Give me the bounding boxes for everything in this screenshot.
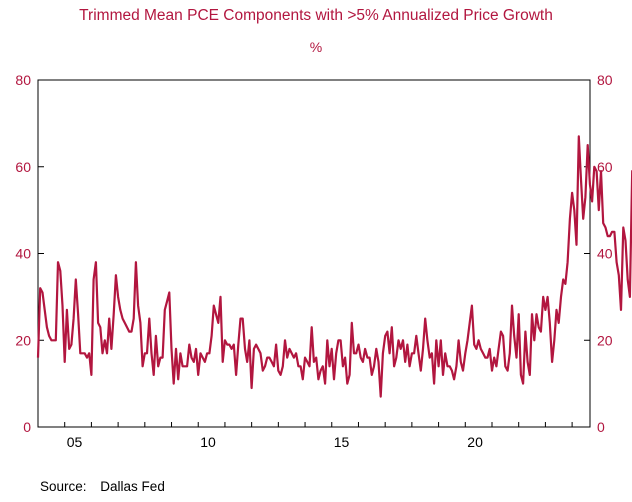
x-tick-label: 05 bbox=[67, 434, 83, 450]
x-tick-label: 10 bbox=[200, 434, 216, 450]
chart-subtitle: % bbox=[309, 39, 323, 55]
y-tick-label-right: 60 bbox=[597, 159, 613, 175]
y-tick-label-left: 0 bbox=[23, 419, 31, 435]
y-tick-label-left: 40 bbox=[15, 246, 31, 262]
line-chart: 0 0 20 20 40 40 60 60 80 80 05 10 15 20 bbox=[15, 72, 632, 450]
y-tick-label-right: 40 bbox=[597, 246, 613, 262]
source-note: Source: Dallas Fed bbox=[40, 479, 165, 494]
chart-title: Trimmed Mean PCE Components with >5% Ann… bbox=[79, 7, 553, 24]
source-value: Dallas Fed bbox=[100, 479, 165, 494]
y-tick-label-right: 20 bbox=[597, 332, 613, 348]
y-tick-label-right: 0 bbox=[597, 419, 605, 435]
y-tick-label-right: 80 bbox=[597, 72, 613, 88]
y-tick-label-left: 20 bbox=[15, 332, 31, 348]
series-line bbox=[36, 135, 632, 398]
plot-frame bbox=[37, 79, 591, 428]
y-tick-label-left: 80 bbox=[15, 72, 31, 88]
x-tick-label: 20 bbox=[467, 434, 483, 450]
x-tick-label: 15 bbox=[334, 434, 350, 450]
source-label: Source: bbox=[40, 479, 87, 494]
y-tick-label-left: 60 bbox=[15, 159, 31, 175]
